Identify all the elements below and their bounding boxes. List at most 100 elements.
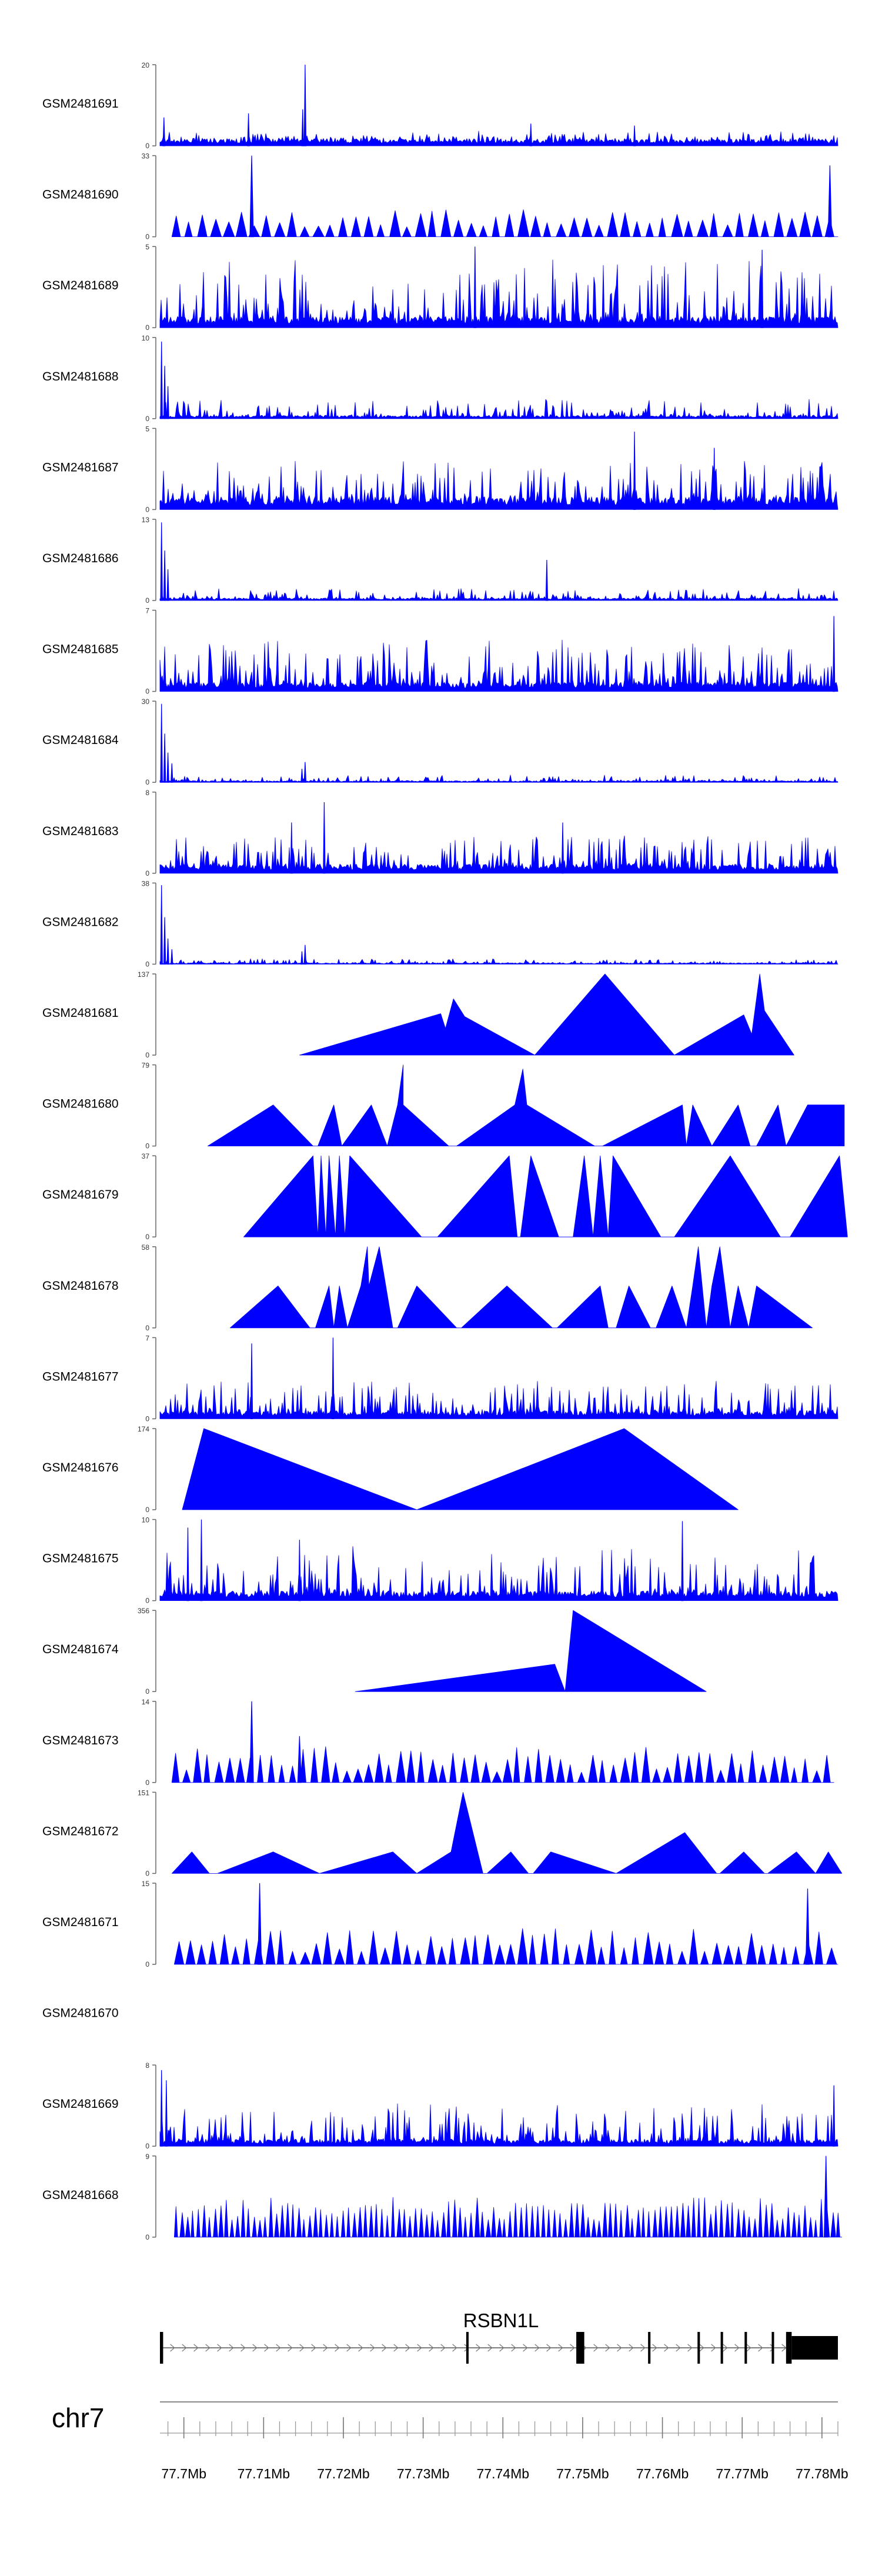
strand-arrow-icon bbox=[534, 2344, 540, 2352]
coverage-peak bbox=[171, 763, 173, 783]
strand-arrow-icon bbox=[676, 2344, 681, 2352]
coverage-peak bbox=[633, 125, 636, 146]
y-axis-max-label: 10 bbox=[142, 334, 150, 342]
gene-exon bbox=[744, 2332, 747, 2364]
y-axis-min-label: 0 bbox=[145, 142, 149, 150]
strand-arrow-icon bbox=[170, 2344, 175, 2352]
coverage-peak bbox=[166, 569, 169, 601]
y-axis-max-label: 37 bbox=[142, 1152, 150, 1160]
track-label: GSM2481670 bbox=[42, 2007, 119, 2020]
y-axis-min-label: 0 bbox=[145, 1324, 149, 1332]
y-axis-min-label: 0 bbox=[145, 1778, 149, 1787]
strand-arrow-icon bbox=[182, 2344, 187, 2352]
strand-arrow-icon bbox=[723, 2344, 728, 2352]
axis-tick-label: 77.74Mb bbox=[477, 2466, 530, 2481]
coverage-peak bbox=[303, 762, 307, 783]
track-GSM2481681: GSM2481681 137 0 bbox=[42, 970, 794, 1059]
coverage-peak bbox=[247, 113, 250, 146]
coverage-area bbox=[159, 399, 838, 419]
coverage-peak bbox=[760, 249, 764, 328]
strand-arrow-icon bbox=[476, 2344, 481, 2352]
y-axis-max-label: 151 bbox=[138, 1788, 149, 1797]
coverage-peak bbox=[633, 431, 636, 510]
coverage-peak bbox=[713, 448, 716, 510]
coverage-peak bbox=[160, 341, 163, 419]
coverage-peak bbox=[473, 246, 477, 328]
coverage-area bbox=[182, 1428, 739, 1510]
coverage-peak bbox=[332, 1337, 335, 1419]
coverage-area bbox=[159, 131, 838, 146]
strand-arrow-icon bbox=[311, 2344, 316, 2352]
coverage-area bbox=[159, 775, 838, 783]
strand-arrow-icon bbox=[640, 2344, 646, 2352]
coverage-peak bbox=[561, 822, 564, 874]
y-axis-min-label: 0 bbox=[145, 505, 149, 513]
strand-arrow-icon bbox=[405, 2344, 410, 2352]
track-label: GSM2481686 bbox=[42, 552, 119, 565]
axis-tick-label: 77.75Mb bbox=[556, 2466, 609, 2481]
strand-arrow-icon bbox=[687, 2344, 693, 2352]
gene-exon-utr bbox=[791, 2336, 838, 2360]
y-axis-min-label: 0 bbox=[145, 415, 149, 423]
coverage-area bbox=[243, 1155, 848, 1237]
coverage-peak bbox=[290, 822, 293, 874]
y-axis-min-label: 0 bbox=[145, 1142, 149, 1150]
strand-arrow-icon bbox=[487, 2344, 493, 2352]
coverage-peak bbox=[163, 733, 166, 783]
track-label: GSM2481675 bbox=[42, 1552, 119, 1566]
coverage-peak bbox=[303, 945, 307, 965]
strand-arrow-icon bbox=[452, 2344, 457, 2352]
y-axis-max-label: 20 bbox=[142, 61, 150, 69]
axis-tick-label: 77.78Mb bbox=[796, 2466, 848, 2481]
gene-exon bbox=[576, 2332, 584, 2364]
track-label: GSM2481672 bbox=[42, 1824, 119, 1838]
coverage-peak bbox=[200, 1519, 203, 1601]
y-axis-min-label: 0 bbox=[145, 1506, 149, 1514]
track-label: GSM2481681 bbox=[42, 1006, 119, 1020]
strand-arrow-icon bbox=[205, 2344, 211, 2352]
gene-exon bbox=[720, 2332, 723, 2364]
y-axis-max-label: 8 bbox=[145, 789, 149, 797]
coverage-peak bbox=[166, 386, 169, 419]
y-axis-max-label: 33 bbox=[142, 152, 150, 161]
coverage-peak bbox=[832, 2085, 836, 2147]
coverage-peak bbox=[160, 703, 163, 783]
axis-tick-label: 77.77Mb bbox=[716, 2466, 769, 2481]
coverage-peak bbox=[166, 938, 169, 965]
strand-arrow-icon bbox=[699, 2344, 704, 2352]
strand-arrow-icon bbox=[276, 2344, 281, 2352]
strand-arrow-icon bbox=[429, 2344, 434, 2352]
track-GSM2481678: GSM2481678 58 0 bbox=[42, 1243, 813, 1332]
track-label: GSM2481677 bbox=[42, 1370, 119, 1383]
strand-arrow-icon bbox=[781, 2344, 787, 2352]
track-GSM2481674: GSM2481674 356 0 bbox=[42, 1607, 707, 1696]
gene-exon bbox=[697, 2332, 700, 2364]
y-axis-min-label: 0 bbox=[145, 1597, 149, 1605]
coverage-peak bbox=[250, 1343, 253, 1419]
coverage-peak bbox=[163, 366, 166, 419]
strand-arrow-icon bbox=[558, 2344, 563, 2352]
track-label: GSM2481680 bbox=[42, 1097, 119, 1111]
axis-tick-label: 77.73Mb bbox=[397, 2466, 450, 2481]
track-GSM2481690: GSM2481690 33 0 bbox=[42, 152, 838, 241]
coverage-area bbox=[159, 1380, 838, 1419]
track-GSM2481688: GSM2481688 10 0 bbox=[42, 334, 838, 423]
coverage-peak bbox=[163, 917, 166, 965]
y-axis-max-label: 30 bbox=[142, 698, 150, 706]
coverage-area bbox=[173, 1928, 838, 1965]
gene-name-label: RSBN1L bbox=[463, 2310, 539, 2331]
y-axis-min-label: 0 bbox=[145, 688, 149, 696]
coverage-area bbox=[207, 1065, 845, 1146]
y-axis-min-label: 0 bbox=[145, 323, 149, 332]
y-axis-min-label: 0 bbox=[145, 1687, 149, 1696]
track-label: GSM2481690 bbox=[42, 188, 119, 202]
coverage-area bbox=[171, 209, 838, 238]
y-axis-min-label: 0 bbox=[145, 2142, 149, 2150]
coverage-area bbox=[355, 1610, 707, 1692]
y-axis-max-label: 9 bbox=[145, 2153, 149, 2161]
track-GSM2481672: GSM2481672 151 0 bbox=[42, 1788, 843, 1877]
strand-arrow-icon bbox=[499, 2344, 505, 2352]
strand-arrow-icon bbox=[770, 2344, 775, 2352]
track-GSM2481669: GSM2481669 8 0 bbox=[42, 2061, 838, 2150]
